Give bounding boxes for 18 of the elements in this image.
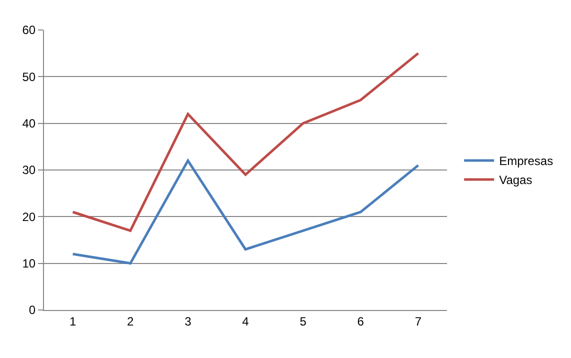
x-tick-label: 1 [69,314,76,328]
y-tick-label: 40 [22,116,36,131]
x-tick-label: 7 [414,314,422,328]
x-tick-label: 6 [357,314,364,328]
x-tick-label: 3 [184,314,192,328]
x-tick-label: 2 [127,314,134,328]
y-tick-label: 10 [22,256,36,271]
line-series [72,159,420,265]
y-tick-label: 30 [22,163,36,178]
line-series [72,52,420,232]
legend-label: Vagas [499,173,532,188]
x-tick-label: 4 [242,314,250,328]
legend-label: Empresas [499,154,554,168]
y-tick-label: 60 [22,23,36,38]
y-tick-label: 50 [22,70,36,84]
y-tick-label: 0 [28,303,36,318]
y-tick-label: 20 [22,210,36,224]
x-tick-label: 5 [300,314,307,328]
